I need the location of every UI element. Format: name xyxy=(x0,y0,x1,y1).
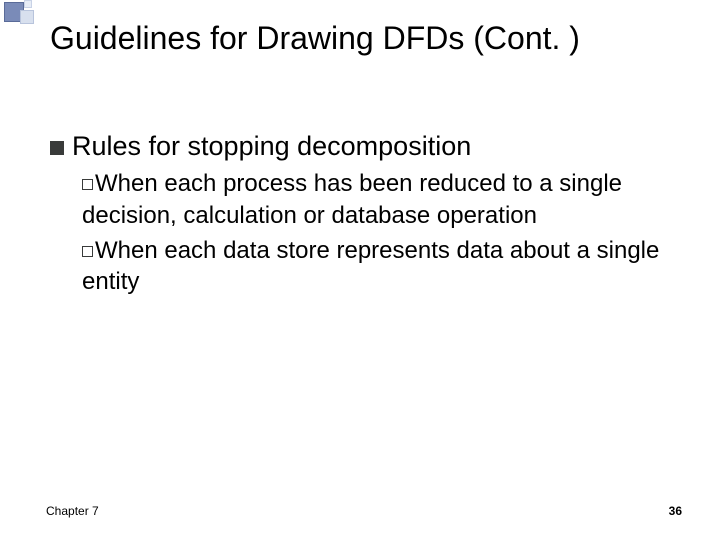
level2-text: When each process has been reduced to a … xyxy=(82,170,622,228)
slide-content: Rules for stopping decomposition When ea… xyxy=(50,130,670,301)
footer-page-number: 36 xyxy=(669,504,682,518)
bullet-level2-item: When each data store represents data abo… xyxy=(82,235,670,297)
corner-square-medium xyxy=(20,10,34,24)
corner-decoration xyxy=(0,0,50,30)
square-bullet-filled xyxy=(50,141,64,155)
level1-text: Rules for stopping decomposition xyxy=(72,130,471,162)
level2-text: When each data store represents data abo… xyxy=(82,237,659,295)
level2-container: When each process has been reduced to a … xyxy=(82,168,670,297)
bullet-level2-item: When each process has been reduced to a … xyxy=(82,168,670,230)
corner-square-small xyxy=(24,0,32,8)
slide-title: Guidelines for Drawing DFDs (Cont. ) xyxy=(50,18,680,58)
bullet-level1: Rules for stopping decomposition xyxy=(50,130,670,162)
square-bullet-hollow xyxy=(82,179,93,190)
square-bullet-hollow xyxy=(82,246,93,257)
footer-chapter: Chapter 7 xyxy=(46,504,99,518)
